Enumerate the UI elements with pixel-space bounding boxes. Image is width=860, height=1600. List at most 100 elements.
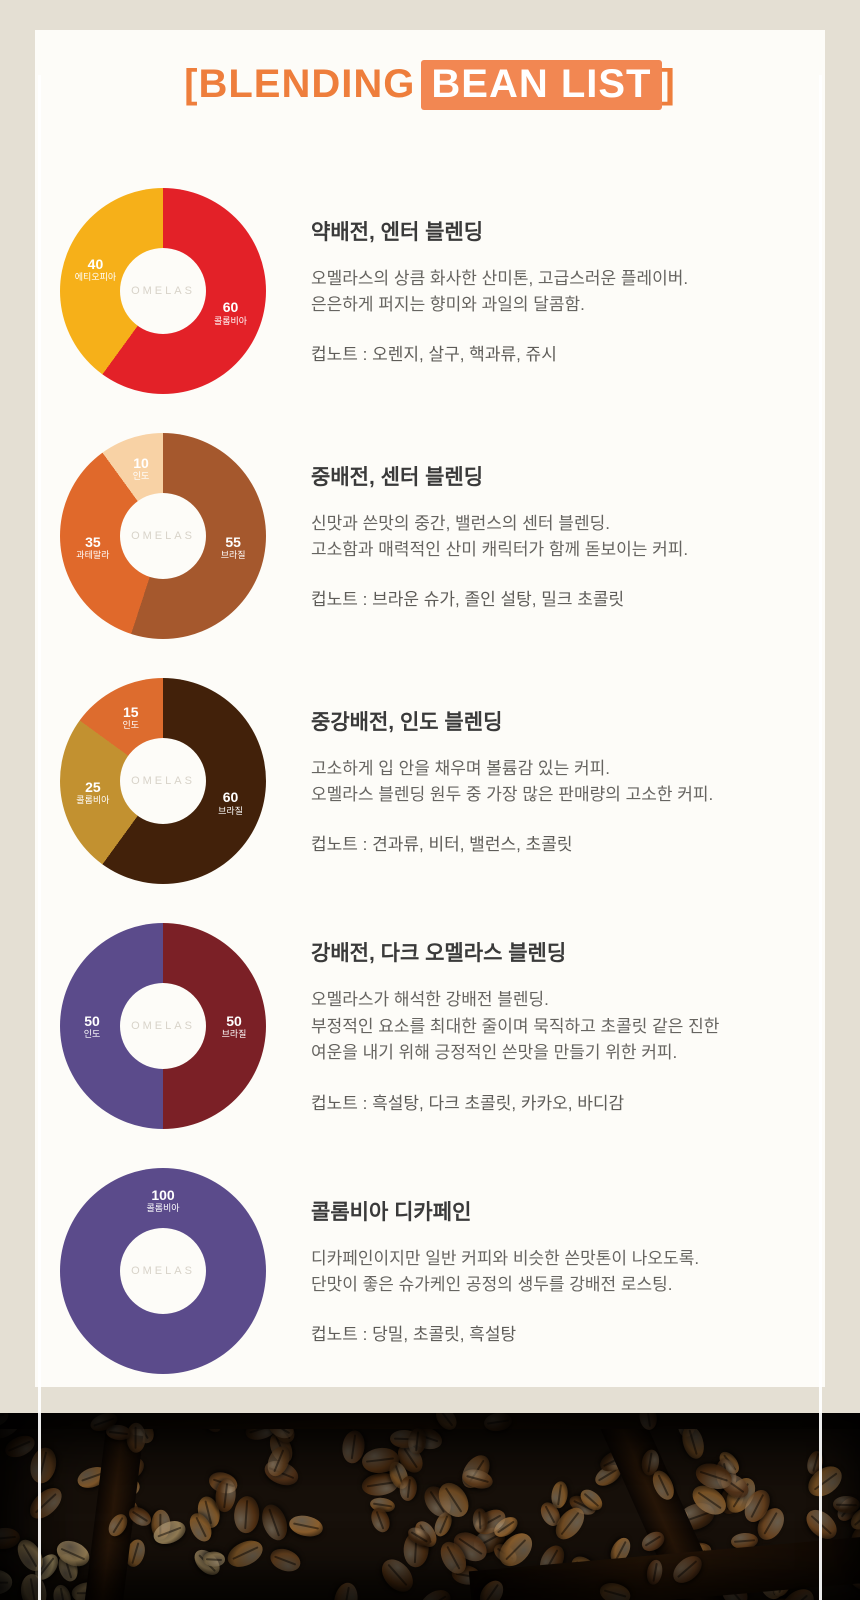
- blend-list: OMELAS 60 콜롬비아 40 에티오피아 약배전, 엔터 블렌딩 오멜라스의 상큼…: [35, 168, 825, 1393]
- title-highlight-text: BEAN LIST: [421, 60, 662, 110]
- donut-hole: OMELAS: [120, 492, 206, 579]
- bean-crease: [366, 1458, 395, 1464]
- segment-origin: 인도: [132, 470, 150, 481]
- bean-crease: [504, 1538, 527, 1561]
- coffee-bean: [0, 1569, 13, 1595]
- bean-crease: [484, 1584, 499, 1600]
- bean-crease: [292, 1522, 319, 1530]
- title-plain-text: BLENDING: [198, 62, 416, 106]
- blend-row-5: OMELAS 100 콜롬비아 콜롬비아 디카페인 디카페인이지만 일반 커피와 비…: [35, 1148, 825, 1393]
- bean-crease: [557, 1485, 562, 1506]
- bean-crease: [734, 1539, 755, 1544]
- coffee-bean: [223, 1535, 267, 1573]
- donut-wrap-5: OMELAS 100 콜롬비아: [43, 1167, 283, 1374]
- bean-crease: [29, 1578, 37, 1600]
- bean-crease: [342, 1587, 350, 1600]
- bean-crease: [544, 1505, 556, 1523]
- coffee-bean: [202, 1551, 226, 1568]
- donut-segment-label: 50 인도: [84, 1012, 101, 1038]
- segment-value: 60: [222, 789, 239, 806]
- bean-crease: [647, 1452, 654, 1473]
- bean-crease: [109, 1430, 129, 1435]
- bean-crease: [438, 1515, 449, 1534]
- segment-value: 100: [151, 1186, 175, 1203]
- bean-crease: [750, 1493, 764, 1518]
- bean-crease: [222, 1483, 228, 1509]
- page-title: [BLENDING BEAN LIST]: [35, 30, 825, 110]
- bean-crease: [813, 1472, 837, 1491]
- bean-crease: [350, 1434, 357, 1460]
- segment-origin: 브라질: [220, 549, 246, 560]
- cup-note: 컵노트 : 당밀, 초콜릿, 흑설탕: [311, 1325, 517, 1345]
- blend-row-3: OMELAS 60 브라질 25 콜롬비아 15 인도 중강배전, 인도 블렌딩 고소하게 …: [35, 658, 825, 903]
- segment-origin: 브라질: [218, 805, 243, 816]
- segment-value: 35: [85, 533, 101, 550]
- segment-origin: 인도: [83, 1028, 101, 1039]
- bean-crease: [59, 1588, 66, 1600]
- blend-title: 중강배전, 인도 블렌딩: [311, 710, 503, 734]
- bean-crease: [135, 1426, 138, 1449]
- donut-segment-label: 100 콜롬비아: [146, 1186, 179, 1212]
- donut-segment-label: 55 브라질: [221, 533, 246, 559]
- donut-wrap-4: OMELAS 50 브라질 50 인도: [43, 922, 283, 1129]
- bean-crease: [652, 1562, 658, 1582]
- blend-title: 약배전, 엔터 블렌딩: [311, 220, 484, 244]
- bean-crease: [478, 1510, 482, 1530]
- segment-origin: 콜롬비아: [76, 794, 110, 805]
- blend-title: 강배전, 다크 오멜라스 블렌딩: [311, 942, 567, 966]
- coffee-bean: [267, 1545, 304, 1576]
- bean-crease: [697, 1491, 722, 1509]
- bean-crease: [785, 1594, 809, 1600]
- bean-crease: [274, 1555, 297, 1566]
- bean-crease: [131, 1542, 140, 1564]
- watermark-text: OMELAS: [131, 284, 195, 297]
- bean-crease: [268, 1508, 280, 1536]
- bean-crease: [111, 1517, 124, 1534]
- blend-description: 고소하게 입 안을 채우며 볼륨감 있는 커피. 오멜라스 블렌딩 원두 중 가…: [311, 758, 714, 804]
- donut-chart-decaf: OMELAS 100 콜롬비아: [60, 1167, 266, 1374]
- bean-crease: [406, 1479, 411, 1499]
- bean-crease: [560, 1512, 580, 1536]
- donut-segment-label: 50 브라질: [222, 1012, 247, 1038]
- bean-crease: [763, 1511, 778, 1535]
- bean-crease: [657, 1473, 670, 1497]
- blend-row-4: OMELAS 50 브라질 50 인도 강배전, 다크 오멜라스 블렌딩 오멜라스가 해…: [35, 903, 825, 1148]
- coffee-bean: [51, 1583, 74, 1600]
- cup-note: 컵노트 : 브라운 슈가, 졸인 설탕, 밀크 초콜릿: [311, 590, 625, 610]
- donut-segment-label: 25 콜롬비아: [76, 778, 109, 804]
- bean-crease: [61, 1547, 86, 1560]
- blend-title: 중배전, 센터 블렌딩: [311, 465, 484, 489]
- donut-segment-label: 10 인도: [133, 455, 150, 481]
- watermark-text: OMELAS: [131, 1264, 195, 1277]
- coffee-bean: [287, 1512, 325, 1540]
- bean-crease: [444, 1487, 462, 1513]
- segment-origin: 인도: [122, 720, 140, 731]
- bean-crease: [410, 1530, 428, 1543]
- bean-crease: [94, 1417, 115, 1427]
- bean-crease: [0, 1536, 16, 1541]
- bean-crease: [465, 1475, 490, 1484]
- bean-crease: [644, 1535, 662, 1547]
- blend-row-2: OMELAS 55 브라질 35 과테말라 10 인도 중배전, 센터 블렌딩 신맛과 쓴맛…: [35, 413, 825, 658]
- cup-note: 컵노트 : 흑설탕, 다크 초콜릿, 카카오, 바디감: [311, 1093, 625, 1113]
- bean-crease: [836, 1503, 858, 1507]
- bean-crease: [205, 1557, 223, 1561]
- bean-crease: [387, 1564, 408, 1587]
- segment-value: 40: [87, 255, 104, 272]
- bean-crease: [700, 1470, 728, 1482]
- donut-chart-dark-roast: OMELAS 50 브라질 50 인도: [60, 922, 266, 1129]
- bean-crease: [583, 1493, 600, 1508]
- bean-crease: [8, 1440, 32, 1452]
- bean-crease: [376, 1511, 386, 1530]
- coffee-beans-photo: [0, 1413, 860, 1600]
- bean-crease: [131, 1510, 149, 1522]
- blend-title: 콜롬비아 디카페인: [311, 1200, 472, 1224]
- bean-crease: [440, 1413, 454, 1427]
- donut-hole: OMELAS: [120, 982, 206, 1069]
- donut-segment-label: 60 브라질: [218, 789, 243, 815]
- coffee-bean: [26, 1444, 60, 1486]
- bean-crease: [446, 1545, 461, 1570]
- donut-hole: OMELAS: [120, 737, 206, 824]
- bean-crease: [677, 1560, 698, 1579]
- segment-value: 55: [225, 533, 241, 550]
